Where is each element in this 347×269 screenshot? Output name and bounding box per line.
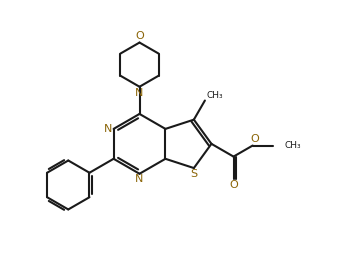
- Text: N: N: [135, 174, 144, 184]
- Text: S: S: [190, 169, 197, 179]
- Text: N: N: [104, 124, 113, 134]
- Text: CH₃: CH₃: [206, 91, 223, 100]
- Text: N: N: [135, 88, 144, 98]
- Text: CH₃: CH₃: [285, 141, 302, 150]
- Text: O: O: [250, 134, 259, 144]
- Text: O: O: [135, 31, 144, 41]
- Text: O: O: [229, 180, 238, 190]
